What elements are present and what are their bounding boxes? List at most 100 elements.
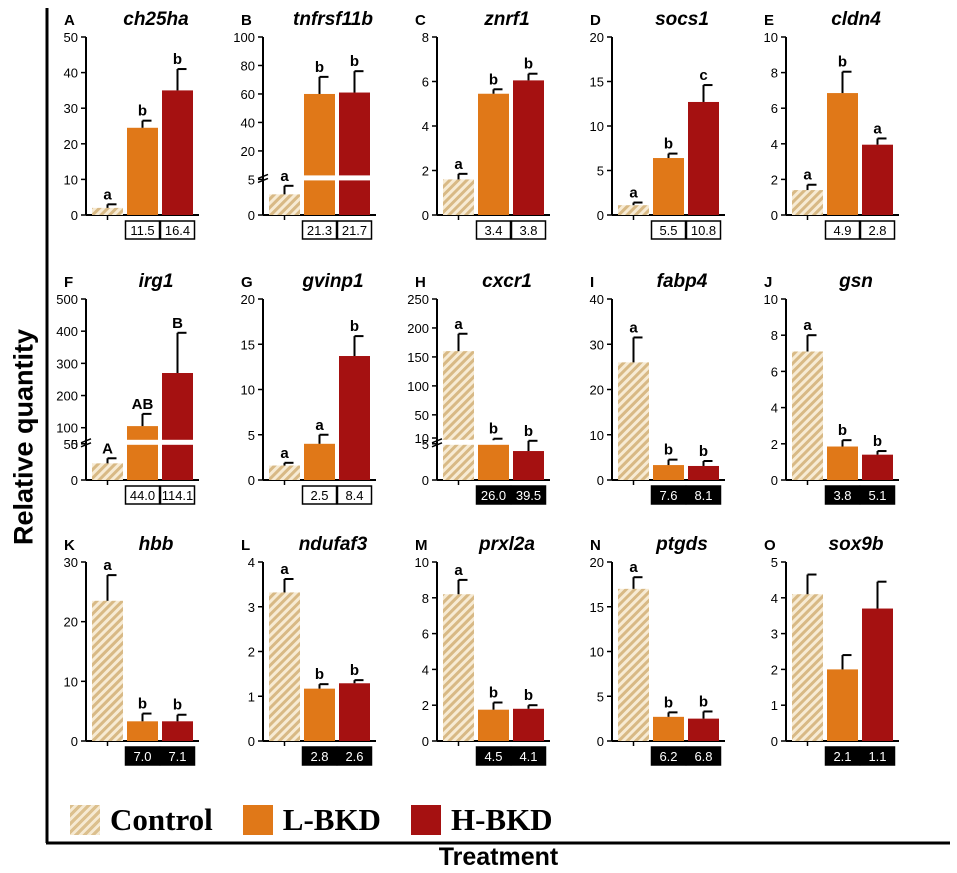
legend-swatch-control — [70, 805, 100, 835]
y-tick-label: 5 — [597, 164, 604, 179]
y-tick-label: 10 — [64, 674, 78, 689]
panel-letter: C — [415, 12, 426, 29]
fold-change-label: 2.8 — [310, 749, 328, 764]
panel-title: prxl2a — [478, 534, 535, 555]
significance-letter: b — [838, 54, 847, 71]
panel-title: hbb — [139, 534, 174, 555]
y-tick-label: 5 — [71, 437, 78, 452]
fold-change-box — [159, 485, 196, 505]
bar-control — [618, 362, 649, 480]
y-tick-label: 20 — [590, 555, 604, 570]
y-tick-label: 4 — [771, 591, 778, 606]
y-tick-label: 2 — [771, 662, 778, 677]
y-tick-label: 40 — [64, 66, 78, 81]
significance-letter: b — [873, 433, 882, 450]
significance-letter: a — [280, 168, 289, 185]
significance-letter: a — [629, 319, 638, 336]
bar-control — [269, 465, 300, 480]
significance-letter: a — [454, 156, 463, 173]
y-tick-label: 400 — [56, 324, 78, 339]
bar-control — [618, 205, 649, 215]
y-tick-label: 80 — [241, 58, 255, 73]
bar-l-bkd — [478, 93, 509, 215]
significance-letter: a — [454, 316, 463, 333]
panel-letter: K — [64, 537, 75, 554]
significance-letter: b — [350, 318, 359, 335]
fold-change-label: 11.5 — [130, 223, 154, 238]
y-tick-label: 10 — [64, 172, 78, 187]
fold-change-box — [824, 746, 861, 766]
fold-change-box — [685, 746, 722, 766]
fold-change-label: 6.2 — [659, 749, 677, 764]
y-tick-label: 200 — [56, 389, 78, 404]
panel-title: irg1 — [139, 271, 174, 292]
significance-letter: b — [664, 694, 673, 711]
y-tick-label: 10 — [764, 30, 778, 45]
fold-change-label: 3.8 — [519, 223, 537, 238]
significance-letter: a — [103, 557, 112, 574]
bar-l-bkd — [478, 440, 509, 480]
y-tick-label: 0 — [248, 208, 255, 223]
y-tick-label: 10 — [415, 431, 429, 446]
bar-h-bkd — [162, 90, 193, 215]
significance-letter: b — [524, 687, 533, 704]
y-tick-label: 20 — [590, 30, 604, 45]
fold-change-box — [301, 485, 338, 505]
y-tick-label: 10 — [241, 383, 255, 398]
fold-change-label: 8.4 — [345, 488, 363, 503]
legend-label-control: Control — [110, 802, 213, 837]
y-tick-label: 15 — [590, 600, 604, 615]
y-tick-label: 2 — [771, 437, 778, 452]
y-tick-label: 5 — [597, 689, 604, 704]
y-tick-label: 8 — [771, 328, 778, 343]
significance-letter: a — [803, 167, 812, 184]
legend-item-h-bkd: H-BKD — [410, 802, 553, 838]
bar-h-bkd — [513, 80, 544, 215]
y-tick-label: 4 — [771, 401, 778, 416]
bar-break-gap — [339, 175, 370, 181]
significance-letter: a — [629, 185, 638, 202]
y-tick-label: 300 — [56, 356, 78, 371]
significance-letter: b — [664, 136, 673, 153]
panel-title: ndufaf3 — [299, 534, 368, 555]
bar-l-bkd — [304, 688, 335, 741]
fold-change-box — [510, 220, 547, 240]
bar-l-bkd — [127, 721, 158, 741]
y-tick-label: 0 — [71, 734, 78, 749]
significance-letter: b — [524, 56, 533, 73]
significance-letter: b — [664, 442, 673, 459]
bar-h-bkd — [688, 465, 719, 480]
panel-title: fabp4 — [657, 271, 708, 292]
fold-change-label: 6.8 — [694, 749, 712, 764]
y-tick-label: 200 — [407, 321, 429, 336]
bar-h-bkd — [339, 356, 370, 480]
fold-change-label: 8.1 — [694, 488, 712, 503]
y-tick-label: 8 — [771, 66, 778, 81]
significance-letter: b — [315, 59, 324, 76]
panel-title: tnfrsf11b — [293, 9, 373, 30]
fold-change-label: 10.8 — [691, 223, 716, 238]
fold-change-box — [859, 485, 896, 505]
y-tick-label: 15 — [241, 337, 255, 352]
fold-change-label: 3.8 — [833, 488, 851, 503]
panel-title: znrf1 — [483, 9, 529, 30]
panel-title: cldn4 — [831, 9, 881, 30]
significance-letter: b — [699, 693, 708, 710]
y-tick-label: 8 — [422, 30, 429, 45]
y-tick-label: 4 — [422, 662, 429, 677]
fold-change-box — [824, 485, 861, 505]
y-tick-label: 250 — [407, 292, 429, 307]
y-tick-label: 0 — [422, 208, 429, 223]
legend-swatch-l-bkd — [242, 805, 273, 835]
panel-title: cxcr1 — [482, 271, 532, 292]
y-tick-label: 10 — [590, 428, 604, 443]
significance-letter: b — [173, 51, 182, 68]
y-tick-label: 15 — [590, 75, 604, 90]
bar-l-bkd — [127, 426, 158, 480]
panel-letter: B — [241, 12, 252, 29]
